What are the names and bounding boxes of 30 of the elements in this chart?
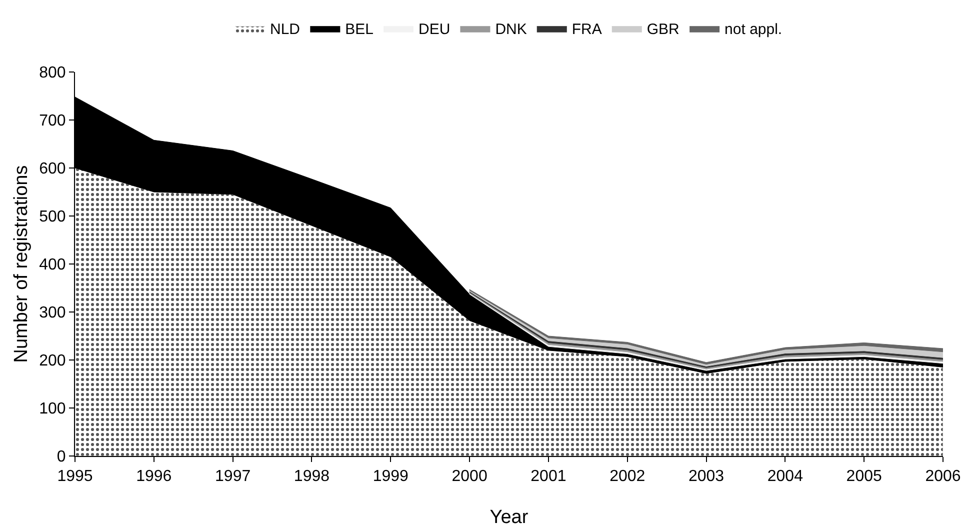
legend-label: BEL <box>345 21 374 38</box>
legend-label: NLD <box>270 21 300 38</box>
x-tick-label: 2006 <box>925 468 961 486</box>
legend-label: not appl. <box>724 21 782 38</box>
x-tick-label: 2005 <box>846 468 882 486</box>
y-tick-label: 600 <box>39 160 66 178</box>
x-tick-label: 2004 <box>767 468 804 486</box>
y-tick-label: 0 <box>56 448 66 466</box>
legend-label: FRA <box>572 21 602 38</box>
y-tick-label: 700 <box>39 112 66 130</box>
y-tick-label: 400 <box>39 256 66 274</box>
x-tick-label: 2002 <box>610 468 646 486</box>
y-tick-label: 300 <box>39 304 66 322</box>
x-tick-label: 2001 <box>530 468 566 486</box>
y-tick-label: 100 <box>39 400 66 418</box>
x-axis-title: Year <box>490 507 529 528</box>
legend-label: DNK <box>495 21 527 38</box>
legend-label: GBR <box>646 21 680 38</box>
y-axis-title: Number of registrations <box>11 165 32 363</box>
x-tick-label: 1995 <box>57 468 93 486</box>
x-tick-label: 1998 <box>294 468 330 486</box>
x-tick-label: 2003 <box>688 468 724 486</box>
y-tick-label: 200 <box>39 352 66 370</box>
x-tick-label: 1999 <box>372 468 409 486</box>
x-tick-label: 1996 <box>136 468 172 486</box>
y-tick-label: 500 <box>39 208 66 226</box>
x-tick-label: 2000 <box>452 468 488 486</box>
legend-label: DEU <box>418 21 450 38</box>
x-tick-label: 1997 <box>215 468 251 486</box>
y-tick-label: 800 <box>39 64 66 82</box>
